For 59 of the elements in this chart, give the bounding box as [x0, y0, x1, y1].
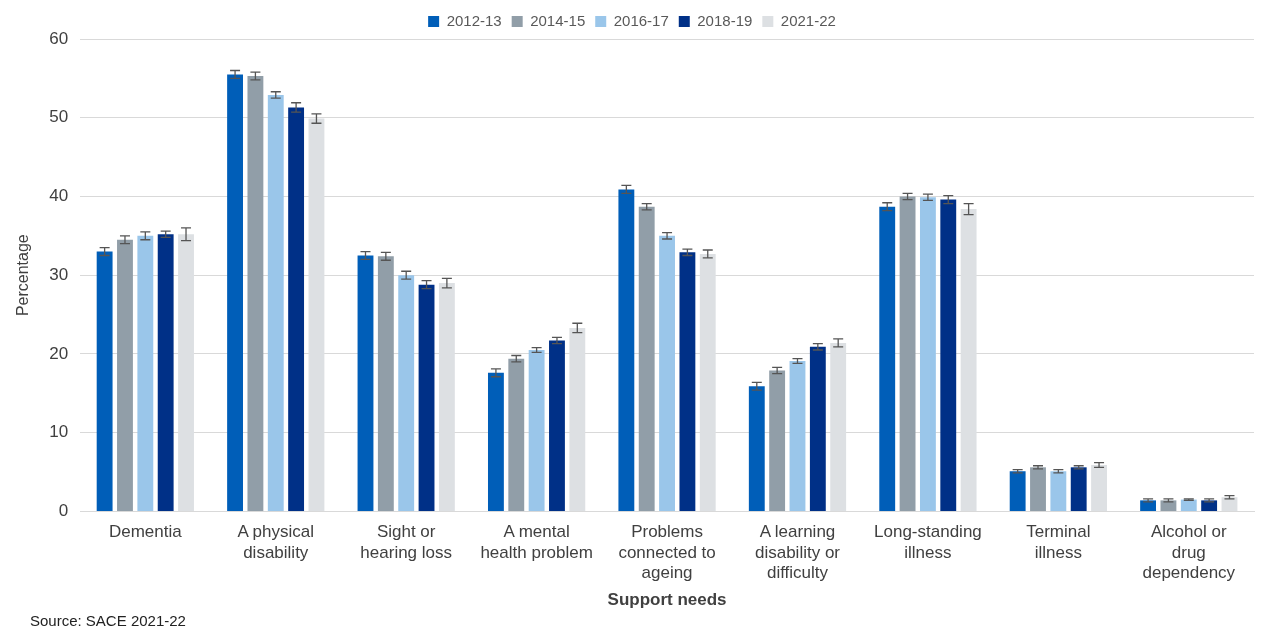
bar — [549, 340, 565, 511]
y-tick-label: 60 — [49, 28, 69, 48]
bar — [638, 206, 655, 511]
bar — [117, 239, 133, 511]
x-axis-title: Support needs — [607, 590, 727, 610]
bar — [377, 256, 394, 511]
bar — [288, 107, 305, 511]
bar — [1070, 467, 1087, 511]
legend-label: 2012-13 — [446, 11, 502, 29]
legend-label: 2014-15 — [530, 11, 586, 29]
bar — [1050, 471, 1067, 511]
bar — [1030, 467, 1046, 511]
x-tick-label: Long-standing illness — [874, 522, 982, 562]
bar — [1221, 497, 1238, 511]
bar — [508, 358, 525, 511]
x-tick-label: A physical disability — [237, 522, 315, 562]
bar — [96, 251, 113, 511]
bar — [748, 386, 765, 511]
bar — [247, 76, 264, 511]
x-tick-label: Alcohol or drug dependency — [1142, 522, 1236, 583]
bar — [919, 197, 936, 511]
bar — [879, 206, 896, 511]
bar — [789, 361, 806, 511]
bar — [398, 275, 415, 511]
x-tick-label: Problems connected to ageing — [618, 522, 716, 583]
y-tick-label: 30 — [49, 264, 69, 284]
bar — [899, 196, 916, 511]
x-tick-label: Terminal illness — [1026, 522, 1091, 562]
x-tick-label: A mental health problem — [480, 522, 593, 562]
bar — [357, 255, 374, 511]
bar — [227, 74, 243, 511]
bar — [679, 252, 696, 511]
bar — [618, 189, 635, 511]
bar — [267, 94, 284, 511]
bar — [137, 235, 154, 511]
bar — [1009, 471, 1026, 511]
bar — [487, 372, 504, 511]
x-tick-label: Dementia — [108, 522, 183, 542]
legend-label: 2018-19 — [697, 11, 753, 29]
bar — [1180, 499, 1197, 511]
y-tick-label: 20 — [49, 343, 69, 363]
legend-label: 2016-17 — [613, 11, 669, 29]
bar — [769, 370, 786, 511]
source-note: Source: SACE 2021-22 — [30, 612, 186, 629]
legend-label: 2021-22 — [780, 11, 836, 29]
bar — [528, 350, 545, 511]
bar — [418, 284, 435, 511]
bar — [157, 234, 174, 511]
x-tick-label: A learning disability or difficulty — [754, 522, 841, 583]
y-tick-label: 10 — [49, 422, 69, 442]
bar — [809, 346, 826, 511]
bar — [1091, 464, 1107, 511]
y-axis-title: Percentage — [14, 234, 32, 317]
y-tick-label: 50 — [49, 107, 69, 127]
bar — [940, 199, 957, 511]
y-tick-label: 0 — [58, 501, 69, 521]
x-tick-label: Sight or hearing loss — [360, 522, 453, 562]
bar — [659, 235, 675, 511]
y-tick-label: 40 — [49, 186, 69, 206]
